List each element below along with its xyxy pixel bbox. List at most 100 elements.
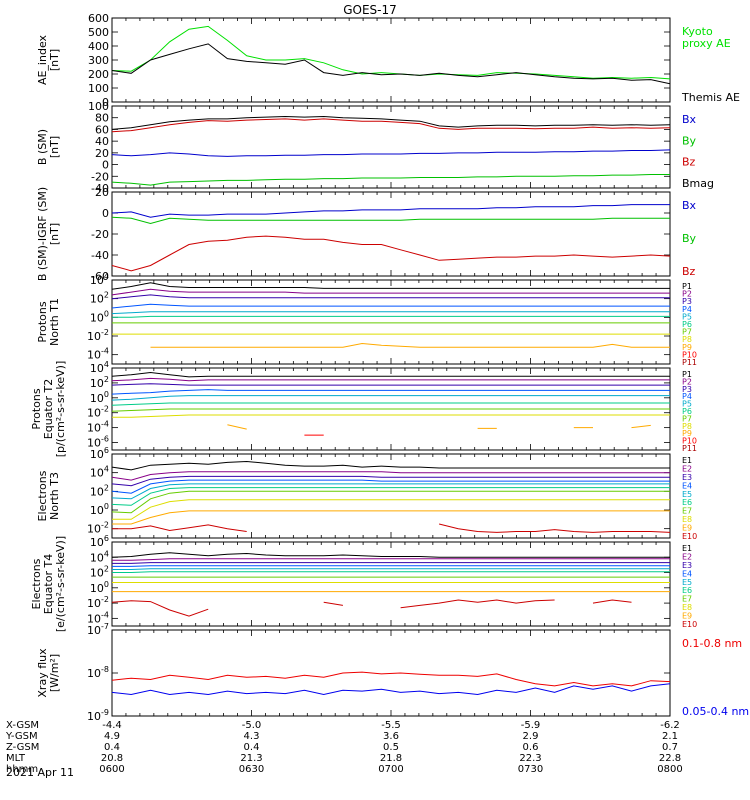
ephemeris-value: -5.9 (521, 720, 541, 731)
ephemeris-value: 0730 (518, 764, 543, 775)
y-tick-label: 104 (90, 465, 109, 480)
ephemeris-value: 0.6 (523, 742, 539, 753)
series-line-E5 (112, 568, 670, 570)
legend-P9: P9 (682, 343, 692, 352)
y-tick-label: 102 (90, 483, 109, 498)
series-line-Themis-AE (111, 43, 671, 85)
y-tick-label: 10-7 (87, 622, 109, 637)
ephemeris-row-label: X-GSM (6, 720, 39, 731)
legend-0-05-0-4-nm: 0.05-0.4 nm (682, 705, 749, 718)
series-line-E3 (111, 475, 670, 487)
legend-P1: P1 (682, 282, 692, 291)
y-tick-label: 104 (90, 360, 109, 375)
legend-E1: E1 (682, 544, 692, 553)
ephemeris-value: 21.8 (380, 753, 402, 764)
series-line-E7 (111, 490, 670, 514)
y-tick-label: 400 (88, 40, 109, 53)
series-line-E6 (112, 571, 670, 573)
series-line-E1 (111, 460, 670, 471)
y-tick-label: 0 (102, 159, 109, 172)
series-line-E10 (438, 523, 671, 533)
y-tick-label: 300 (88, 54, 109, 67)
y-axis-label: Xray flux[W/m²] (36, 648, 61, 698)
y-tick-label: -20 (91, 170, 109, 183)
ephemeris-value: 0600 (99, 764, 124, 775)
series-line-P4 (111, 389, 670, 395)
y-axis-label: ProtonsEquator T2[p/(cm²-s-sr-keV)] (30, 361, 67, 458)
ephemeris-value: 0700 (378, 764, 403, 775)
y-tick-label: 102 (90, 375, 109, 390)
series-line-E3 (112, 562, 670, 564)
series-line-E1 (111, 552, 670, 558)
series-line-P8 (112, 414, 670, 418)
series-line-E4 (112, 565, 670, 567)
y-tick-label: 500 (88, 26, 109, 39)
legend-P6: P6 (682, 320, 692, 329)
series-line-0-05-0-4-nm (111, 683, 671, 696)
legend-0-1-0-8-nm: 0.1-0.8 nm (682, 637, 742, 650)
y-tick-label: 0 (102, 96, 109, 109)
legend-P11: P11 (682, 358, 697, 367)
legend-P9: P9 (682, 429, 692, 438)
legend-E7: E7 (682, 507, 692, 516)
legend-P8: P8 (682, 335, 692, 344)
legend-Kyoto-proxy-AE: Kyoto proxy AE (682, 25, 731, 50)
series-line-P4 (111, 303, 670, 309)
series-line-E5 (111, 483, 670, 500)
legend-E6: E6 (682, 586, 692, 595)
ephemeris-value: 4.3 (244, 731, 260, 742)
y-axis-label: B (SM)[nT] (36, 129, 61, 165)
series-line-P6 (111, 402, 670, 406)
legend-Themis-AE: Themis AE (681, 91, 740, 104)
y-tick-label: 104 (90, 272, 109, 287)
series-line-E10 (592, 599, 632, 604)
series-line-P3 (111, 294, 670, 300)
legend-P8: P8 (682, 422, 692, 431)
series-line-Bx (111, 149, 671, 157)
series-line-P1 (111, 371, 670, 378)
ephemeris-value: 21.3 (240, 753, 262, 764)
legend-Bx: Bx (682, 113, 697, 126)
series-line-E9 (112, 510, 670, 525)
series-line-P2 (111, 377, 670, 382)
ephemeris-value: 0.4 (244, 742, 260, 753)
y-tick-label: 10-4 (87, 420, 109, 435)
ephemeris-row-label: Z-GSM (6, 742, 39, 753)
legend-P1: P1 (682, 370, 692, 379)
y-tick-label: 100 (90, 502, 109, 517)
series-line-By (111, 174, 670, 186)
y-tick-label: 100 (90, 580, 109, 595)
series-line-P9 (150, 342, 670, 348)
ephemeris-value: -4.4 (102, 720, 122, 731)
x-axis: X-GSM -4.4 -5.0 -5.5 -5.9 -6.2 Y-GSM 4.9 4.3 3.6 2… (5, 720, 683, 775)
series-line-Kyoto-proxy-AE (111, 25, 671, 80)
series-line-By (111, 216, 670, 225)
legend-E4: E4 (682, 481, 692, 490)
legend-P2: P2 (682, 290, 692, 299)
panel-frame (111, 17, 671, 103)
y-tick-label: -60 (91, 270, 109, 283)
legend-E3: E3 (682, 561, 692, 570)
legend-P5: P5 (682, 400, 692, 409)
y-tick-label: 100 (88, 82, 109, 95)
y-tick-label: -40 (91, 182, 109, 195)
ephemeris-value: 2.9 (523, 731, 539, 742)
y-tick-label: 100 (90, 390, 109, 405)
series-line-E2 (112, 558, 670, 561)
ephemeris-value: 0800 (657, 764, 682, 775)
legend-Bz: Bz (682, 156, 696, 169)
legend-E5: E5 (682, 490, 692, 499)
y-tick-label: 60 (95, 123, 109, 136)
y-tick-label: 106 (90, 534, 109, 549)
y-tick-label: 80 (95, 112, 109, 125)
series-line-P5 (111, 311, 670, 315)
panel-frame (111, 191, 671, 277)
y-axis-label: B (SM)-IGRF (SM)[nT] (36, 187, 61, 281)
ephemeris-value: 4.9 (104, 731, 120, 742)
series-line-Bz (111, 118, 671, 133)
